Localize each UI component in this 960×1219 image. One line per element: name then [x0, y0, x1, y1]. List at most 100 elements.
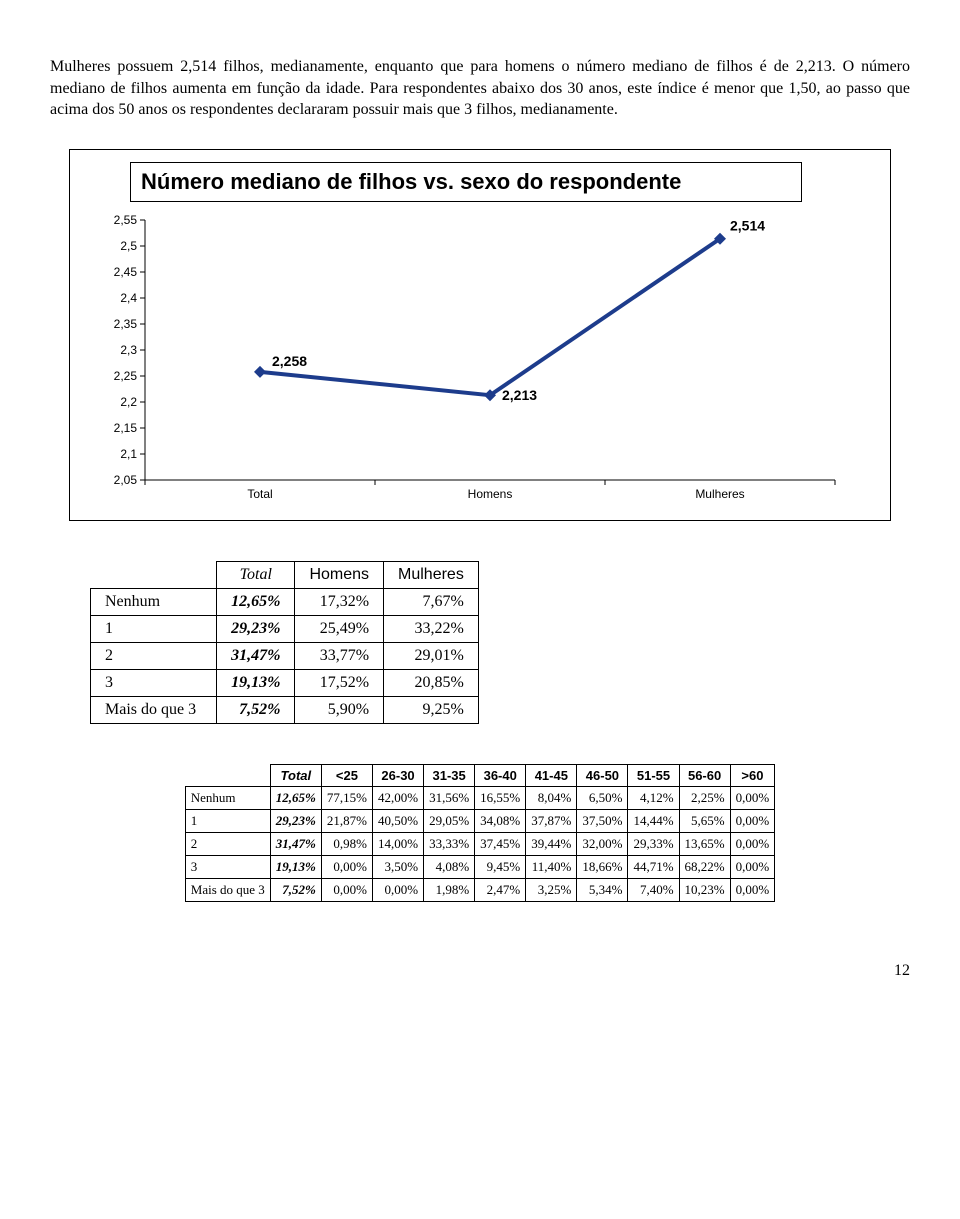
table-cell: 7,52% [217, 696, 295, 723]
table-cell: 37,87% [526, 809, 577, 832]
table-cell: 31,47% [217, 642, 295, 669]
column-header: 56-60 [679, 764, 730, 786]
row-label: Nenhum [185, 786, 270, 809]
table-cell: 44,71% [628, 855, 679, 878]
row-label: Mais do que 3 [91, 696, 217, 723]
row-label: Mais do que 3 [185, 878, 270, 901]
table-cell: 16,55% [475, 786, 526, 809]
column-header: Mulheres [384, 561, 479, 588]
table-cell: 18,66% [577, 855, 628, 878]
row-label: Nenhum [91, 588, 217, 615]
table-cell: 0,00% [321, 855, 372, 878]
y-axis-label: 2,1 [120, 447, 137, 461]
table-cell: 31,56% [424, 786, 475, 809]
data-point-label: 2,514 [730, 218, 765, 234]
table-cell: 2,47% [475, 878, 526, 901]
table-cell: 7,67% [384, 588, 479, 615]
table-cell: 7,52% [270, 878, 321, 901]
table-cell: 37,45% [475, 832, 526, 855]
table-cell: 5,90% [295, 696, 384, 723]
table-cell: 33,77% [295, 642, 384, 669]
table-cell: 0,00% [730, 878, 775, 901]
table-cell: 29,01% [384, 642, 479, 669]
table-cell: 0,00% [372, 878, 423, 901]
table-cell: 6,50% [577, 786, 628, 809]
table-by-sex: Total Homens Mulheres Nenhum12,65%17,32%… [90, 561, 479, 724]
table-cell: 17,52% [295, 669, 384, 696]
table-cell: 2,25% [679, 786, 730, 809]
row-label: 1 [185, 809, 270, 832]
table-cell: 0,00% [730, 832, 775, 855]
table-cell: 21,87% [321, 809, 372, 832]
table-cell: 4,12% [628, 786, 679, 809]
table-cell: 11,40% [526, 855, 577, 878]
table-cell: 12,65% [270, 786, 321, 809]
table-cell: 12,65% [217, 588, 295, 615]
table-cell: 14,44% [628, 809, 679, 832]
table-cell: 17,32% [295, 588, 384, 615]
table-by-age: Total<2526-3031-3536-4041-4546-5051-5556… [185, 764, 775, 902]
table-cell: 68,22% [679, 855, 730, 878]
column-header: >60 [730, 764, 775, 786]
table-cell: 9,25% [384, 696, 479, 723]
table-cell: 19,13% [270, 855, 321, 878]
table-cell: 29,05% [424, 809, 475, 832]
table-cell: 29,23% [270, 809, 321, 832]
chart-title: Número mediano de filhos vs. sexo do res… [141, 169, 681, 194]
chart-container: Número mediano de filhos vs. sexo do res… [69, 149, 891, 521]
table-cell: 34,08% [475, 809, 526, 832]
table-cell: 39,44% [526, 832, 577, 855]
table-cell: 0,00% [730, 855, 775, 878]
y-axis-label: 2,25 [114, 369, 138, 383]
table-cell: 10,23% [679, 878, 730, 901]
table-cell: 33,33% [424, 832, 475, 855]
y-axis-label: 2,15 [114, 421, 138, 435]
row-label: 3 [91, 669, 217, 696]
y-axis-label: 2,3 [120, 343, 137, 357]
column-header: 51-55 [628, 764, 679, 786]
table-cell: 4,08% [424, 855, 475, 878]
row-label: 2 [185, 832, 270, 855]
column-header: 41-45 [526, 764, 577, 786]
column-header: 26-30 [372, 764, 423, 786]
column-header: Total [217, 561, 295, 588]
y-axis-label: 2,5 [120, 239, 137, 253]
row-label: 2 [91, 642, 217, 669]
page-number: 12 [50, 962, 910, 980]
table-cell: 3,50% [372, 855, 423, 878]
column-header: 31-35 [424, 764, 475, 786]
table-cell: 5,65% [679, 809, 730, 832]
table-cell: 13,65% [679, 832, 730, 855]
table-cell: 9,45% [475, 855, 526, 878]
y-axis-label: 2,35 [114, 317, 138, 331]
y-axis-label: 2,4 [120, 291, 137, 305]
data-point-label: 2,213 [502, 387, 537, 403]
table-cell: 0,98% [321, 832, 372, 855]
column-header: <25 [321, 764, 372, 786]
row-label: 1 [91, 615, 217, 642]
y-axis-label: 2,55 [114, 213, 138, 227]
column-header: 36-40 [475, 764, 526, 786]
column-header: 46-50 [577, 764, 628, 786]
table-cell: 31,47% [270, 832, 321, 855]
x-axis-label: Homens [468, 487, 513, 501]
column-header: Total [270, 764, 321, 786]
table-cell: 29,33% [628, 832, 679, 855]
table-cell: 77,15% [321, 786, 372, 809]
row-label: 3 [185, 855, 270, 878]
table-cell: 1,98% [424, 878, 475, 901]
table-cell: 19,13% [217, 669, 295, 696]
table-cell: 14,00% [372, 832, 423, 855]
table-cell: 33,22% [384, 615, 479, 642]
line-chart: 2,052,12,152,22,252,32,352,42,452,52,55T… [90, 210, 850, 510]
x-axis-label: Total [247, 487, 272, 501]
x-axis-label: Mulheres [695, 487, 744, 501]
intro-paragraph: Mulheres possuem 2,514 filhos, medianame… [50, 56, 910, 121]
table-cell: 32,00% [577, 832, 628, 855]
table-cell: 29,23% [217, 615, 295, 642]
table-cell: 25,49% [295, 615, 384, 642]
table-cell: 5,34% [577, 878, 628, 901]
table-cell: 37,50% [577, 809, 628, 832]
y-axis-label: 2,05 [114, 473, 138, 487]
table-cell: 7,40% [628, 878, 679, 901]
